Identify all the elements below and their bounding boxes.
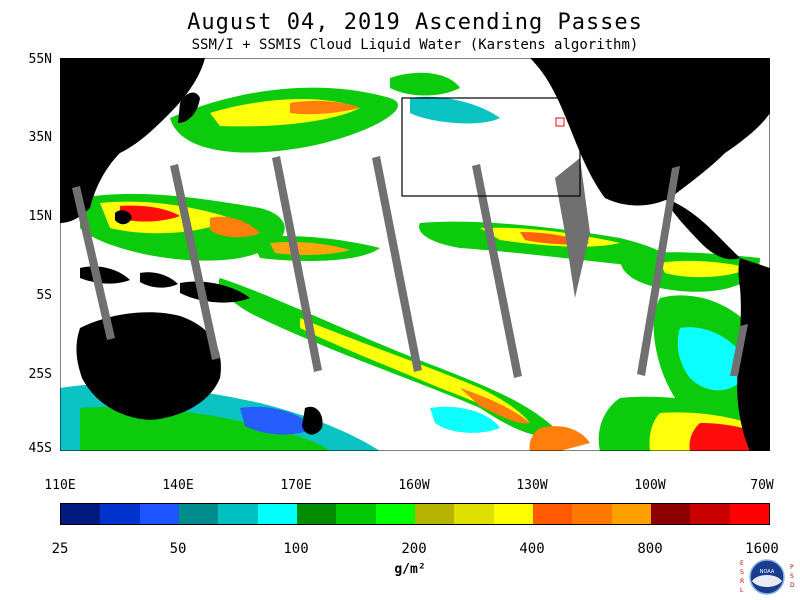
logo-right-d: D <box>790 582 795 589</box>
cloud-liquid-water-map <box>60 58 770 451</box>
lat-label-45s: 45S <box>28 441 52 456</box>
noaa-logo: NOAA E S R L P S D <box>740 559 795 595</box>
colorbar-swatch-6 <box>296 504 337 524</box>
landmass <box>60 58 770 451</box>
logo-right-s: S <box>790 573 794 580</box>
cloud-water-field <box>60 72 770 451</box>
map-title: August 04, 2019 Ascending Passes <box>187 10 643 35</box>
colorbar-swatch-10 <box>454 504 494 524</box>
colorbar-label-100: 100 <box>283 541 309 557</box>
logo-left-e: E <box>740 560 744 567</box>
colorbar-swatch-0 <box>61 504 101 524</box>
colorbar-swatch-14 <box>611 504 651 524</box>
colorbar-label-50: 50 <box>169 541 187 557</box>
logo-left-r: R <box>740 578 744 585</box>
lon-label-70w: 70W <box>750 478 774 493</box>
logo-left-l: L <box>740 587 744 594</box>
colorbar-swatch-9 <box>414 504 455 524</box>
lat-label-5s: 5S <box>36 288 52 303</box>
lat-label-35n: 35N <box>28 130 52 145</box>
inset-region-box <box>401 97 581 197</box>
colorbar-swatch-8 <box>375 504 415 524</box>
colorbar-label-400: 400 <box>519 541 545 557</box>
colorbar-swatch-5 <box>257 504 297 524</box>
colorbar-swatch-16 <box>690 504 730 524</box>
lon-label-110e: 110E <box>44 478 76 493</box>
inset-marker-box <box>555 117 565 127</box>
colorbar-label-25: 25 <box>51 541 69 557</box>
colorbar <box>60 503 770 525</box>
logo-left-s: S <box>740 569 744 576</box>
lon-label-160w: 160W <box>398 478 430 493</box>
lon-label-100w: 100W <box>634 478 666 493</box>
colorbar-swatch-1 <box>100 504 140 524</box>
colorbar-swatch-7 <box>336 504 376 524</box>
colorbar-swatch-3 <box>178 504 219 524</box>
logo-right-p: P <box>790 564 794 571</box>
lat-label-25s: 25S <box>28 367 52 382</box>
colorbar-label-200: 200 <box>401 541 427 557</box>
colorbar-swatch-2 <box>139 504 179 524</box>
map-subtitle: SSM/I + SSMIS Cloud Liquid Water (Karste… <box>191 37 639 53</box>
lat-label-55n: 55N <box>28 52 52 67</box>
lat-label-15n: 15N <box>28 209 52 224</box>
colorbar-swatch-13 <box>572 504 612 524</box>
no-data-swaths <box>72 156 748 378</box>
colorbar-label-800: 800 <box>637 541 663 557</box>
lon-label-140e: 140E <box>162 478 194 493</box>
lon-label-130w: 130W <box>516 478 548 493</box>
colorbar-swatch-12 <box>532 504 573 524</box>
colorbar-swatch-4 <box>218 504 258 524</box>
colorbar-unit: g/m² <box>394 562 426 577</box>
noaa-logo-text: NOAA <box>760 569 775 575</box>
colorbar-swatch-11 <box>493 504 533 524</box>
colorbar-swatch-15 <box>650 504 691 524</box>
colorbar-label-1600: 1600 <box>745 541 779 557</box>
lon-label-170e: 170E <box>280 478 312 493</box>
colorbar-swatch-17 <box>729 504 769 524</box>
